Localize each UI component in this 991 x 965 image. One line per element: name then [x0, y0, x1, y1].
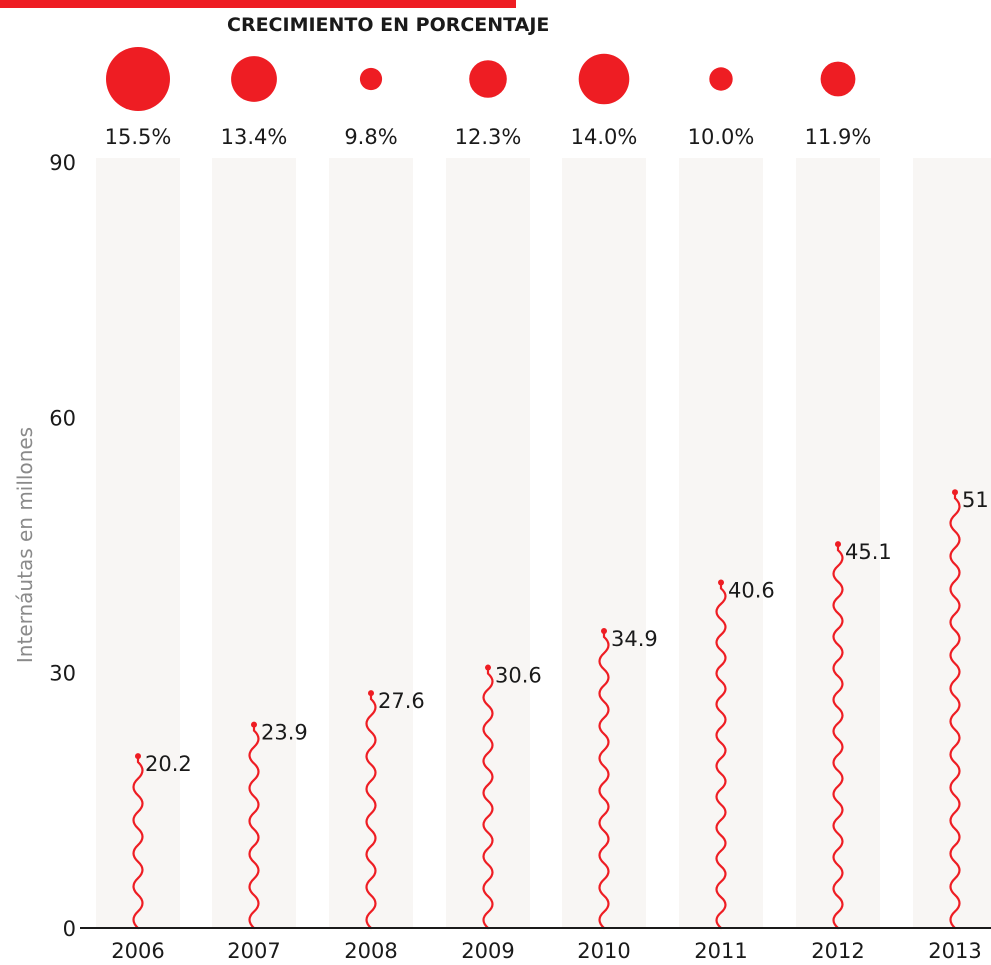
growth-bubble	[578, 53, 630, 105]
x-tick-label: 2013	[928, 939, 981, 963]
value-label: 34.9	[611, 627, 658, 651]
value-label: 23.9	[261, 721, 308, 745]
value-label: 27.6	[378, 689, 425, 713]
growth-bubble	[106, 47, 170, 111]
x-tick-label: 2011	[694, 939, 747, 963]
growth-bubble	[709, 67, 733, 91]
growth-label: 14.0%	[571, 125, 638, 149]
value-label: 40.6	[728, 578, 775, 602]
value-stem	[949, 493, 961, 930]
y-tick-label: 90	[49, 151, 76, 175]
value-dot	[135, 753, 141, 760]
x-tick-label: 2008	[344, 939, 397, 963]
column-band	[96, 158, 180, 928]
value-dot	[835, 541, 841, 548]
y-tick-label: 60	[49, 406, 76, 430]
x-tick-label: 2010	[577, 939, 630, 963]
x-tick-label: 2007	[227, 939, 280, 963]
y-tick-label: 30	[49, 662, 76, 686]
growth-label: 15.5%	[105, 125, 172, 149]
x-tick-label: 2009	[461, 939, 514, 963]
y-axis: 0 30 60 90 Internáutas en millones	[13, 151, 76, 941]
growth-label: 9.8%	[344, 125, 397, 149]
growth-bubble	[469, 60, 507, 98]
growth-labels: 15.5% 13.4% 9.8% 12.3% 14.0% 10.0% 11.9%	[105, 125, 872, 149]
value-dot	[952, 489, 958, 496]
column-band	[913, 158, 991, 928]
value-label: 30.6	[495, 664, 542, 688]
value-dot	[251, 721, 257, 728]
value-label: 20.2	[145, 752, 192, 776]
value-dot	[601, 627, 607, 634]
y-axis-label: Internáutas en millones	[13, 427, 37, 663]
x-axis: 2006 2007 2008 2009 2010 2011 2012 2013	[80, 927, 991, 963]
value-label: 45.1	[845, 540, 892, 564]
value-dot	[485, 664, 491, 671]
growth-bubbles	[106, 47, 856, 111]
column-band	[562, 158, 646, 928]
header-accent-bar	[0, 0, 516, 8]
column-band	[212, 158, 296, 928]
column-band	[446, 158, 530, 928]
value-stem	[832, 545, 844, 930]
y-tick-label: 0	[63, 917, 76, 941]
column-band	[329, 158, 413, 928]
value-stem	[598, 631, 610, 930]
x-tick-label: 2012	[811, 939, 864, 963]
growth-bubble	[231, 56, 277, 102]
growth-label: 13.4%	[221, 125, 288, 149]
value-stem	[482, 668, 494, 930]
growth-label: 12.3%	[455, 125, 522, 149]
value-label: 51.2	[962, 488, 991, 512]
value-stem	[715, 583, 727, 930]
value-dot	[718, 579, 724, 586]
value-stems: 20.2 23.9 27.6 30.6 34.9 40.6 45.1 51.2	[132, 488, 991, 930]
growth-label: 10.0%	[688, 125, 755, 149]
growth-title: CRECIMIENTO EN PORCENTAJE	[227, 14, 549, 36]
value-dot	[368, 690, 374, 697]
growth-label: 11.9%	[805, 125, 872, 149]
growth-bubble	[359, 67, 383, 91]
x-tick-label: 2006	[111, 939, 164, 963]
value-stem	[365, 693, 377, 930]
growth-bubble	[820, 61, 856, 97]
value-stem	[248, 725, 260, 930]
value-stem	[132, 756, 144, 930]
column-band	[679, 158, 763, 928]
